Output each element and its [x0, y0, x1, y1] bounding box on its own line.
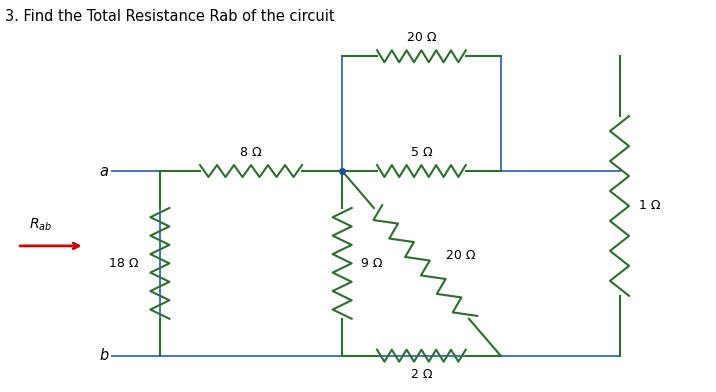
Text: 5 Ω: 5 Ω: [410, 146, 432, 159]
Text: 18 Ω: 18 Ω: [110, 257, 139, 270]
Text: 20 Ω: 20 Ω: [407, 31, 436, 44]
Text: 9 Ω: 9 Ω: [361, 257, 382, 270]
Text: 3. Find the Total Resistance Rab of the circuit: 3. Find the Total Resistance Rab of the …: [5, 9, 335, 24]
Text: b: b: [99, 348, 108, 363]
Text: a: a: [100, 163, 108, 178]
Text: 20 Ω: 20 Ω: [446, 249, 475, 262]
Text: 2 Ω: 2 Ω: [411, 368, 432, 381]
Text: 1 Ω: 1 Ω: [639, 200, 660, 212]
Text: $R_{ab}$: $R_{ab}$: [29, 217, 53, 233]
Text: 8 Ω: 8 Ω: [240, 146, 262, 159]
